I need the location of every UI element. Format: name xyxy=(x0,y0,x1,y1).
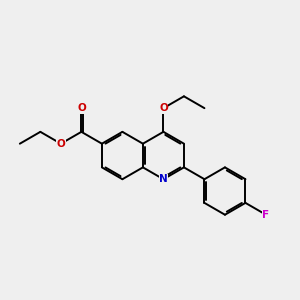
Text: N: N xyxy=(159,174,168,184)
Text: O: O xyxy=(159,103,168,113)
Text: O: O xyxy=(77,103,86,113)
Text: F: F xyxy=(262,210,269,220)
Text: O: O xyxy=(56,139,65,149)
